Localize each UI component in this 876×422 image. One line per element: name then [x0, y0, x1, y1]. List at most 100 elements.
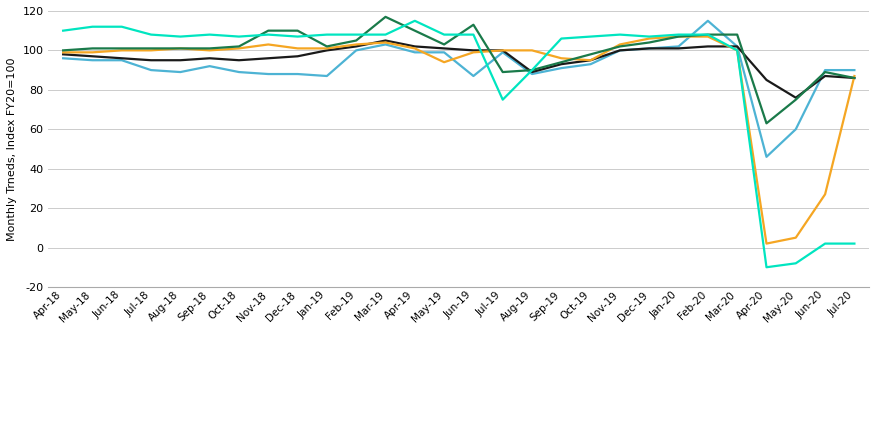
Ports — [732, 44, 743, 49]
Roads — [380, 42, 391, 47]
Roads — [615, 48, 625, 53]
Roads — [321, 73, 332, 78]
Airports — [58, 50, 68, 55]
Railways- Pax — [498, 97, 508, 102]
Railways- Pax — [380, 32, 391, 37]
Airports — [468, 50, 478, 55]
Airports — [351, 42, 362, 47]
Roads — [439, 50, 449, 55]
Railways- Freight — [351, 38, 362, 43]
Ports — [674, 46, 684, 51]
Railways- Pax — [351, 32, 362, 37]
Roads — [703, 18, 713, 23]
Railways- Pax — [703, 32, 713, 37]
Railways- Freight — [263, 28, 273, 33]
Railways- Pax — [175, 34, 186, 39]
Ports — [263, 56, 273, 61]
Airports — [145, 48, 156, 53]
Ports — [204, 56, 215, 61]
Railways- Pax — [585, 34, 596, 39]
Ports — [380, 38, 391, 43]
Railways- Freight — [556, 60, 567, 65]
Roads — [175, 70, 186, 75]
Airports — [410, 46, 420, 51]
Roads — [117, 58, 127, 63]
Airports — [117, 48, 127, 53]
Roads — [410, 50, 420, 55]
Airports — [849, 73, 859, 78]
Railways- Freight — [58, 48, 68, 53]
Railways- Pax — [439, 32, 449, 37]
Airports — [293, 46, 303, 51]
Railways- Freight — [674, 34, 684, 39]
Y-axis label: Monthly Trneds, Index FY20=100: Monthly Trneds, Index FY20=100 — [7, 57, 17, 241]
Airports — [234, 46, 244, 51]
Ports — [468, 48, 478, 53]
Roads — [88, 58, 98, 63]
Railways- Freight — [820, 70, 830, 75]
Line: Roads: Roads — [63, 21, 854, 157]
Ports — [88, 54, 98, 59]
Railways- Pax — [732, 48, 743, 53]
Airports — [88, 50, 98, 55]
Railways- Freight — [204, 46, 215, 51]
Ports — [117, 56, 127, 61]
Railways- Freight — [732, 32, 743, 37]
Airports — [615, 42, 625, 47]
Airports — [732, 48, 743, 53]
Railways- Pax — [145, 32, 156, 37]
Railways- Pax — [674, 32, 684, 37]
Ports — [234, 58, 244, 63]
Railways- Freight — [526, 68, 537, 73]
Railways- Pax — [644, 34, 654, 39]
Roads — [556, 65, 567, 70]
Airports — [585, 58, 596, 63]
Ports — [58, 52, 68, 57]
Railways- Pax — [790, 261, 801, 266]
Railways- Pax — [321, 32, 332, 37]
Roads — [585, 62, 596, 67]
Railways- Freight — [439, 42, 449, 47]
Ports — [410, 44, 420, 49]
Railways- Freight — [498, 70, 508, 75]
Ports — [615, 48, 625, 53]
Roads — [732, 44, 743, 49]
Airports — [263, 42, 273, 47]
Railways- Pax — [234, 34, 244, 39]
Roads — [263, 71, 273, 76]
Railways- Freight — [321, 44, 332, 49]
Railways- Freight — [644, 40, 654, 45]
Ports — [644, 46, 654, 51]
Ports — [175, 58, 186, 63]
Railways- Pax — [293, 34, 303, 39]
Roads — [674, 44, 684, 49]
Railways- Freight — [790, 97, 801, 102]
Ports — [145, 58, 156, 63]
Airports — [439, 60, 449, 65]
Ports — [321, 48, 332, 53]
Railways- Pax — [88, 24, 98, 29]
Ports — [556, 62, 567, 67]
Line: Railways- Freight: Railways- Freight — [63, 17, 854, 123]
Airports — [790, 235, 801, 240]
Airports — [556, 56, 567, 61]
Roads — [526, 71, 537, 76]
Railways- Pax — [204, 32, 215, 37]
Railways- Pax — [615, 32, 625, 37]
Airports — [761, 241, 772, 246]
Railways- Pax — [849, 241, 859, 246]
Railways- Freight — [585, 52, 596, 57]
Roads — [204, 64, 215, 69]
Ports — [498, 48, 508, 53]
Airports — [644, 36, 654, 41]
Railways- Freight — [703, 32, 713, 37]
Railways- Freight — [145, 46, 156, 51]
Ports — [703, 44, 713, 49]
Airports — [820, 192, 830, 197]
Ports — [439, 46, 449, 51]
Roads — [293, 71, 303, 76]
Ports — [585, 58, 596, 63]
Railways- Pax — [263, 32, 273, 37]
Roads — [468, 73, 478, 78]
Railways- Pax — [468, 32, 478, 37]
